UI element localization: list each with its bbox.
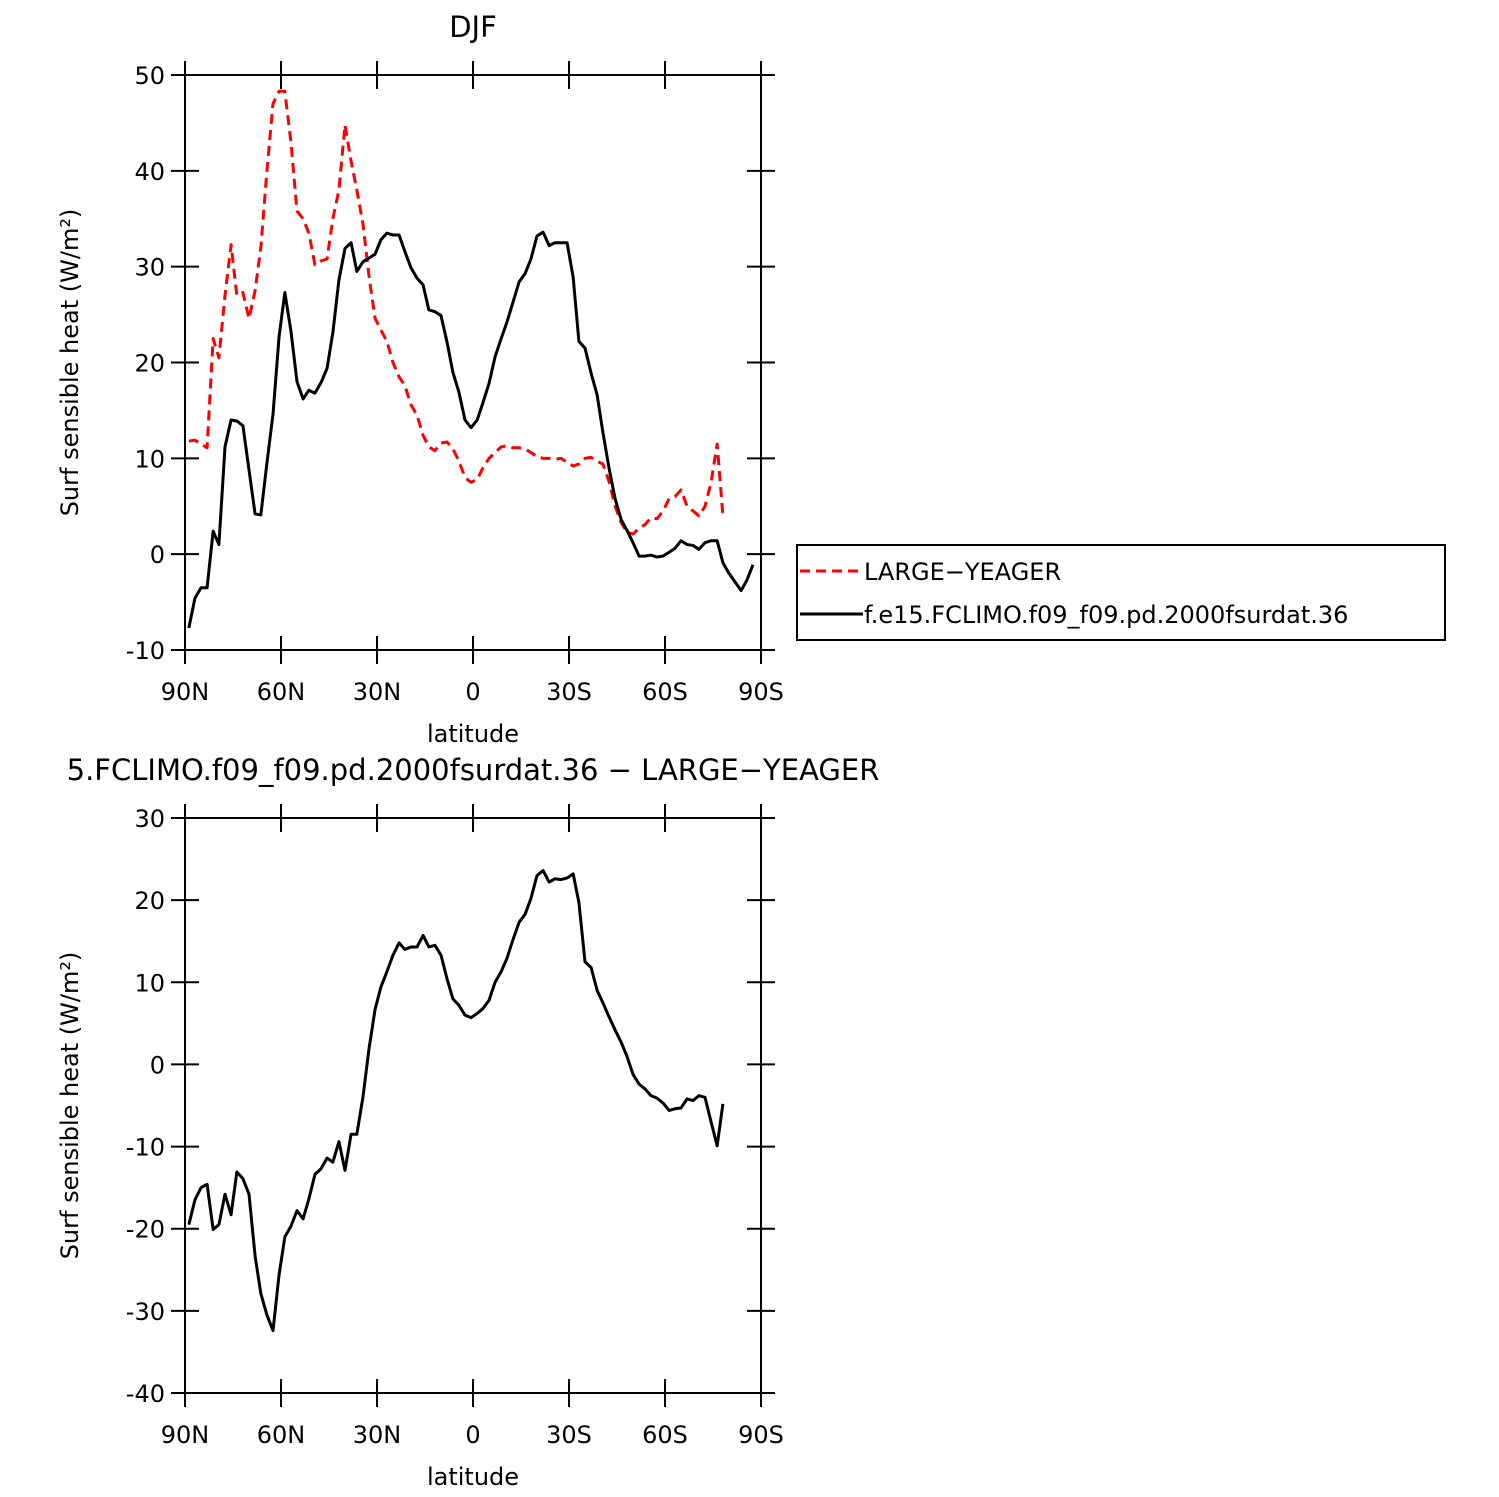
data-line	[188, 89, 725, 536]
y-tick-label: -10	[126, 1134, 165, 1162]
x-tick-label: 60S	[642, 678, 688, 706]
y-tick-label: 50	[134, 62, 165, 90]
x-tick-label: 0	[465, 1421, 480, 1449]
x-tick-label: 30S	[546, 1421, 592, 1449]
plot-frame	[184, 74, 762, 651]
y-tick-label: 20	[134, 350, 165, 378]
chart-title: 5.FCLIMO.f09_f09.pd.2000fsurdat.36 − LAR…	[67, 753, 880, 787]
x-tick-label: 30S	[546, 678, 592, 706]
legend-box	[796, 544, 1446, 641]
data-line	[187, 230, 755, 629]
y-tick-label: 30	[134, 805, 165, 833]
y-tick-label: 0	[150, 541, 165, 569]
x-tick-label: 60N	[257, 678, 306, 706]
y-tick-label: 0	[150, 1051, 165, 1079]
y-tick-label: -40	[126, 1380, 165, 1408]
x-tick-label: 90N	[161, 678, 210, 706]
x-axis-label: latitude	[427, 1463, 519, 1491]
y-tick-label: 20	[134, 887, 165, 915]
y-tick-label: -20	[126, 1216, 165, 1244]
x-tick-label: 90S	[738, 1421, 784, 1449]
x-tick-label: 60S	[642, 1421, 688, 1449]
legend-label: LARGE−YEAGER	[864, 558, 1061, 586]
y-tick-label: 10	[134, 445, 165, 473]
data-line	[187, 869, 725, 1333]
x-tick-label: 30N	[353, 1421, 402, 1449]
y-axis-label: Surf sensible heat (W/m²)	[56, 952, 84, 1260]
x-tick-label: 30N	[353, 678, 402, 706]
x-axis-label: latitude	[427, 720, 519, 748]
x-tick-label: 0	[465, 678, 480, 706]
x-tick-label: 90N	[161, 1421, 210, 1449]
plot-frame	[184, 817, 762, 1394]
y-tick-label: 10	[134, 969, 165, 997]
chart-title: DJF	[449, 10, 497, 44]
x-tick-label: 90S	[738, 678, 784, 706]
legend-label: f.e15.FCLIMO.f09_f09.pd.2000fsurdat.36	[864, 601, 1348, 629]
y-axis-label: Surf sensible heat (W/m²)	[56, 209, 84, 517]
y-tick-label: 40	[134, 158, 165, 186]
y-tick-label: -10	[126, 637, 165, 665]
y-tick-label: -30	[126, 1298, 165, 1326]
y-tick-label: 30	[134, 254, 165, 282]
x-tick-label: 60N	[257, 1421, 306, 1449]
